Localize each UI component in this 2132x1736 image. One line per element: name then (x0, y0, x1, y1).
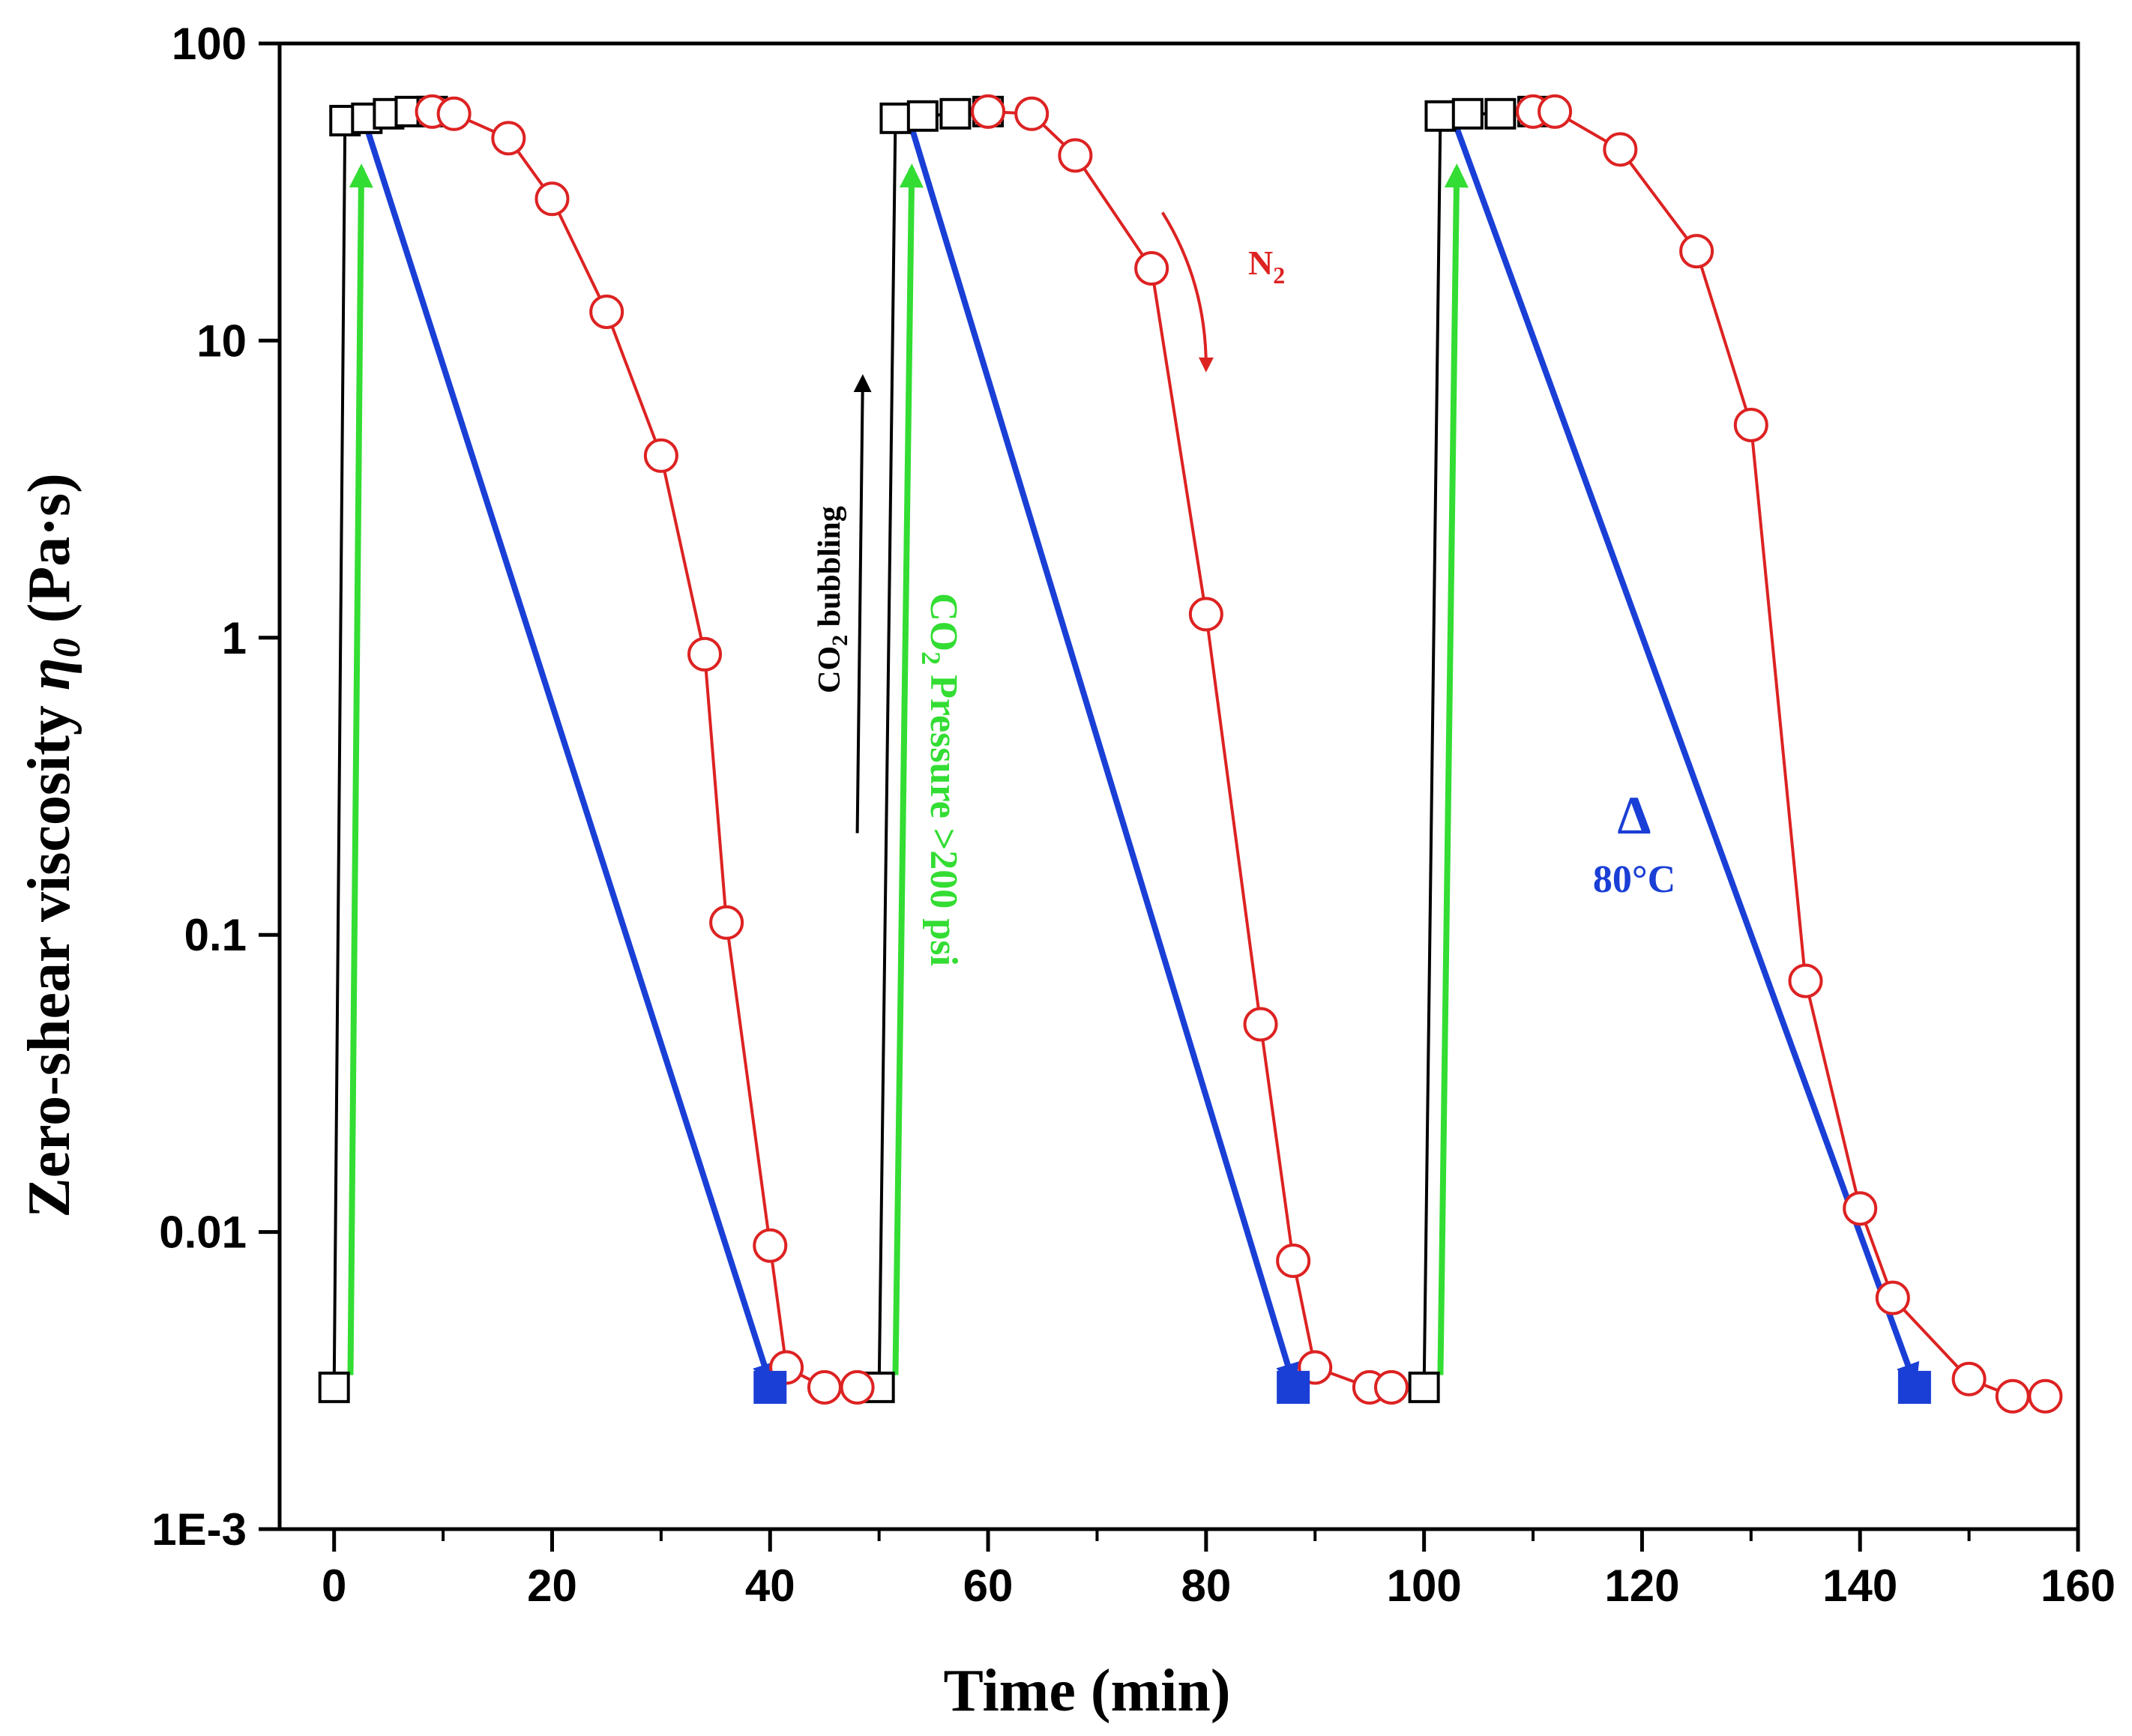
n2-data-point (1733, 407, 1768, 442)
co2-bubbling-post: bubbling (813, 506, 847, 635)
x-tick-label: 40 (745, 1561, 795, 1611)
y-tick-label: 1 (222, 613, 247, 663)
co2-bubbling-arrow (853, 374, 872, 834)
n2-data-point (436, 96, 472, 131)
axis-layer: 0 20 40 60 80 100 120 140 160 1E-3 0.01 0.1 1 10 100 (151, 19, 2116, 1611)
x-tick-label: 20 (527, 1561, 577, 1611)
heat-temp-label: 80°C (1593, 858, 1675, 901)
x-tick-label: 100 (1387, 1561, 1462, 1611)
co2-data-point (318, 1371, 350, 1403)
y-axis-title-sub: 0 (46, 638, 88, 657)
n2-label-base: N (1248, 244, 1273, 282)
n2-data-point (2028, 1378, 2063, 1414)
n2-data-point (1188, 597, 1223, 632)
y-tick-label: 1E-3 (151, 1504, 247, 1555)
y-axis-title: Zero-shear viscosity η0 (Pa·s) (16, 473, 88, 1218)
x-axis-title: Time (min) (944, 1658, 1231, 1724)
n2-data-point (840, 1369, 875, 1405)
n2-data-point (1374, 1369, 1409, 1405)
n2-data-point (971, 94, 1006, 129)
heat-data-point (1897, 1370, 1931, 1404)
n2-data-point (643, 438, 678, 473)
n2-data-point (807, 1369, 842, 1405)
co2-pressure-arrow-1 (347, 163, 373, 1375)
x-tick-label: 0 (322, 1561, 346, 1611)
n2-curved-arrow (1160, 211, 1214, 373)
n2-data-point (1843, 1191, 1878, 1226)
n2-data-point (491, 121, 526, 156)
x-tick-label: 140 (1822, 1561, 1897, 1611)
co2-data-point (1484, 97, 1517, 130)
heat-delta-symbol: Δ (1617, 786, 1651, 846)
x-tick-label: 80 (1181, 1561, 1231, 1611)
co2-pressure-label: CO2 Pressure >200 psi (916, 593, 965, 966)
heat-data-point (753, 1370, 787, 1404)
n2-data-point (1875, 1280, 1910, 1315)
y-tick-label: 0.1 (184, 910, 247, 960)
heat-data-point (1277, 1370, 1310, 1404)
n2-data-point (1058, 138, 1093, 173)
heat-arrow-3 (1454, 127, 1920, 1388)
y-tick-label: 100 (172, 19, 247, 69)
co2-pressure-pre: CO (922, 593, 965, 651)
series-1-line-1 (987, 109, 1392, 1389)
plot-frame (277, 41, 2080, 1531)
x-tick-label: 120 (1604, 1561, 1679, 1611)
co2-data-point (879, 102, 912, 134)
n2-data-point (589, 294, 624, 329)
x-tick-label: 60 (963, 1561, 1014, 1611)
co2-bubbling-label: CO2 bubbling (813, 506, 852, 693)
y-axis-title-suffix: (Pa·s) (16, 473, 82, 638)
y-tick-label: 0.01 (159, 1208, 247, 1258)
n2-data-point (1276, 1244, 1311, 1279)
n2-data-point (753, 1228, 788, 1263)
n2-data-point (1951, 1361, 1987, 1396)
n2-data-point (709, 905, 744, 940)
y-tick-label: 10 (196, 316, 247, 366)
n2-label-sub: 2 (1273, 262, 1285, 289)
n2-data-point (687, 636, 723, 672)
n2-data-point (534, 181, 570, 217)
co2-pressure-sub: 2 (916, 651, 946, 665)
n2-data-point (1679, 234, 1714, 269)
n2-data-point (1603, 132, 1638, 167)
n2-data-point (1243, 1007, 1278, 1042)
heat-arrow-2 (909, 127, 1300, 1388)
x-tick-label: 160 (2041, 1561, 2116, 1611)
co2-data-point (906, 100, 939, 132)
co2-pressure-post: Pressure >200 psi (922, 665, 965, 966)
n2-label: N2 (1248, 244, 1285, 289)
co2-data-point (1424, 100, 1457, 132)
co2-pressure-arrow-3 (1437, 163, 1469, 1375)
co2-data-point (939, 97, 972, 130)
n2-data-point (1134, 251, 1169, 286)
plot-layer (318, 94, 2063, 1414)
y-axis-title-prefix: Zero-shear viscosity (16, 690, 82, 1218)
co2-data-point (1408, 1371, 1440, 1403)
co2-data-point (1451, 97, 1484, 130)
heat-arrow-1 (364, 127, 776, 1388)
co2-bubbling-sub: 2 (828, 635, 852, 646)
n2-data-point (1788, 963, 1823, 998)
n2-data-point (1538, 94, 1573, 129)
n2-data-point (1014, 96, 1050, 131)
co2-bubbling-pre: CO (813, 646, 847, 693)
y-axis-title-symbol: η (16, 657, 82, 690)
n2-data-point (1995, 1378, 2030, 1414)
co2-pressure-arrow-2 (892, 163, 924, 1375)
